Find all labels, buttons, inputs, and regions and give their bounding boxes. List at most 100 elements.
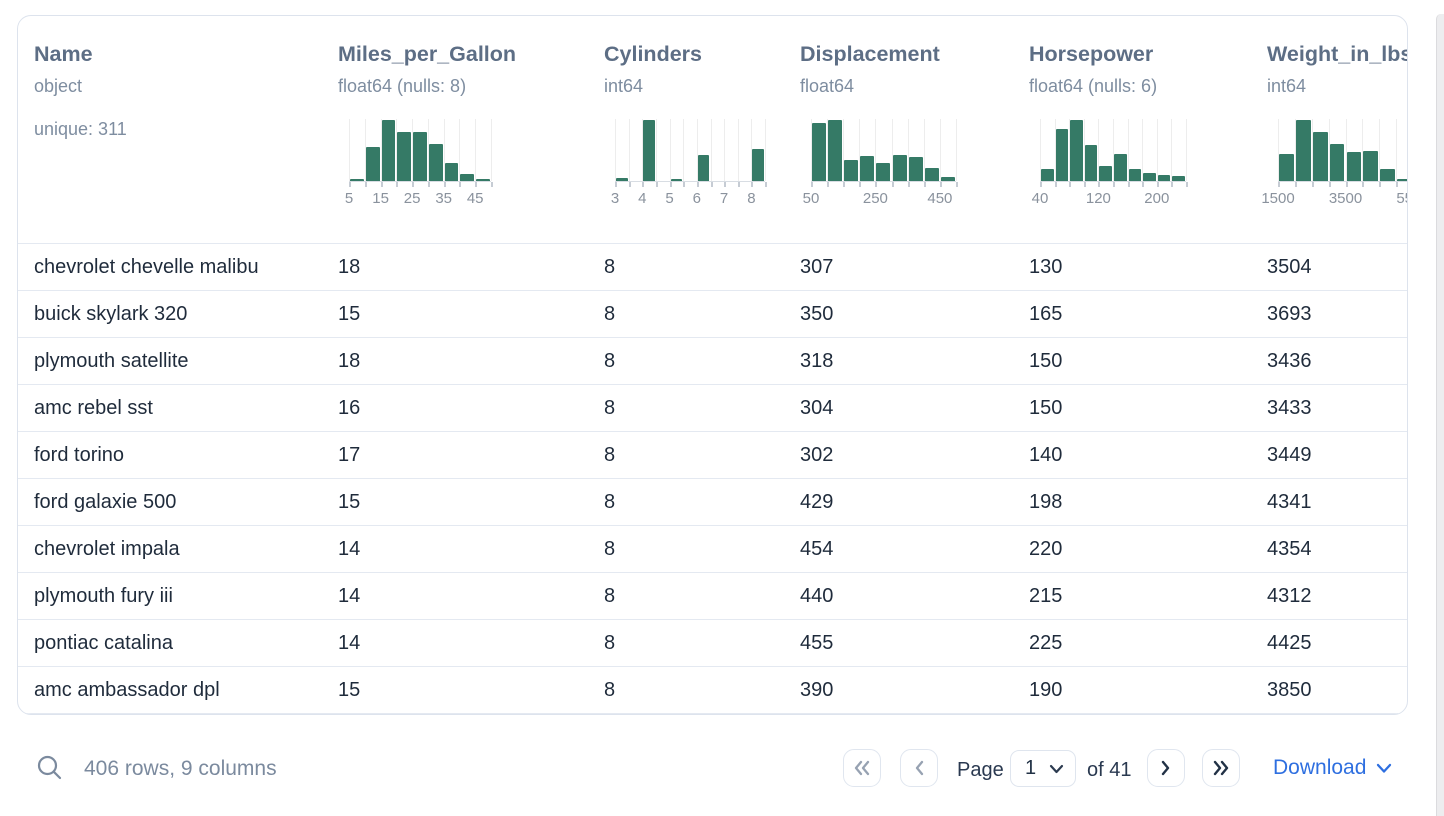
cell: 225 (1029, 632, 1063, 654)
cell: 3433 (1267, 397, 1312, 419)
histogram-displacement[interactable]: 50 250 450 (803, 119, 1013, 207)
cell: 8 (604, 303, 616, 325)
table-row: chevrolet chevelle malibu 18 8 307 130 3504 (18, 244, 1407, 291)
table-row: amc rebel sst 16 8 304 150 3433 (18, 385, 1407, 432)
page-total-label: of 41 (1087, 759, 1132, 781)
cell: 3850 (1267, 679, 1312, 701)
cell: plymouth satellite (34, 350, 189, 372)
table-row: ford torino 17 8 302 140 3449 (18, 432, 1407, 479)
cell: 440 (800, 585, 834, 607)
cell: 150 (1029, 350, 1063, 372)
column-title: Horsepower (1029, 42, 1154, 66)
cell: 8 (604, 538, 616, 560)
cell: 302 (800, 444, 834, 466)
cell: ford galaxie 500 (34, 491, 177, 513)
cell: 3693 (1267, 303, 1312, 325)
column-title: Miles_per_Gallon (338, 42, 517, 66)
chevron-right-icon (1161, 760, 1170, 776)
column-title: Name (34, 42, 93, 66)
cell: 307 (800, 256, 834, 278)
cell: 4312 (1267, 585, 1312, 607)
cell: 18 (338, 256, 361, 278)
cell: 18 (338, 350, 361, 372)
cell: 14 (338, 632, 361, 654)
chevron-down-icon (1377, 763, 1392, 773)
cell: 8 (604, 585, 616, 607)
cell: plymouth fury iii (34, 585, 173, 607)
page-select[interactable]: 1 (1010, 750, 1076, 787)
page-label: Page (957, 759, 1004, 781)
cell: 350 (800, 303, 834, 325)
column-title: Weight_in_lbs (1267, 42, 1408, 66)
cell: 8 (604, 679, 616, 701)
histogram-weight-in-lbs[interactable]: 150035005500 (1261, 119, 1407, 207)
cell: amc ambassador dpl (34, 679, 220, 701)
last-page-button[interactable] (1202, 749, 1240, 787)
cell: 318 (800, 350, 834, 372)
cell: 215 (1029, 585, 1063, 607)
table-header: Name object unique: 311 Miles_per_Gallon… (18, 16, 1407, 244)
cell: 198 (1029, 491, 1063, 513)
cell: 3449 (1267, 444, 1312, 466)
cell: 15 (338, 679, 361, 701)
chevron-left-icon (915, 760, 924, 776)
table-row: buick skylark 320 15 8 350 165 3693 (18, 291, 1407, 338)
column-type: float64 (nulls: 8) (338, 76, 467, 96)
table-row: plymouth fury iii 14 8 440 215 4312 (18, 573, 1407, 620)
cell: 130 (1029, 256, 1063, 278)
column-header-weight-in-lbs[interactable]: Weight_in_lbs int64 150035005500 (1251, 16, 1408, 243)
column-type: object (34, 76, 83, 96)
histogram-horsepower[interactable]: 40 120 200 (1032, 119, 1251, 207)
cell: chevrolet impala (34, 538, 180, 560)
column-type: float64 (nulls: 6) (1029, 76, 1158, 96)
cell: 140 (1029, 444, 1063, 466)
cell: 8 (604, 350, 616, 372)
table-row: amc ambassador dpl 15 8 390 190 3850 (18, 667, 1407, 714)
row-column-count: 406 rows, 9 columns (84, 757, 277, 780)
cell: 17 (338, 444, 361, 466)
vertical-scrollbar[interactable] (1436, 14, 1444, 816)
page-select-value: 1 (1025, 757, 1037, 779)
chevrons-left-icon (854, 760, 870, 776)
previous-page-button[interactable] (900, 749, 938, 787)
cell: 8 (604, 491, 616, 513)
cell: 4341 (1267, 491, 1312, 513)
cell: 8 (604, 256, 616, 278)
column-type: float64 (800, 76, 855, 96)
column-unique-count: unique: 311 (34, 119, 127, 139)
cell: 454 (800, 538, 834, 560)
column-header-horsepower[interactable]: Horsepower float64 (nulls: 6) 40 120 200 (1013, 16, 1251, 243)
table-row: pontiac catalina 14 8 455 225 4425 (18, 620, 1407, 667)
download-button[interactable]: Download (1273, 756, 1392, 780)
column-header-name[interactable]: Name object unique: 311 (18, 16, 322, 243)
chevrons-right-icon (1213, 760, 1229, 776)
cell: 16 (338, 397, 361, 419)
cell: 3436 (1267, 350, 1312, 372)
column-title: Cylinders (604, 42, 702, 66)
column-type: int64 (604, 76, 644, 96)
cell: 304 (800, 397, 834, 419)
search-icon[interactable] (36, 754, 63, 781)
cell: 3504 (1267, 256, 1312, 278)
cell: amc rebel sst (34, 397, 153, 419)
histogram-miles-per-gallon[interactable]: 5 15 25 35 45 (345, 119, 588, 207)
data-table-card: Name object unique: 311 Miles_per_Gallon… (17, 15, 1408, 715)
column-type: int64 (1267, 76, 1307, 96)
cell: 15 (338, 303, 361, 325)
first-page-button[interactable] (843, 749, 881, 787)
cell: 390 (800, 679, 834, 701)
next-page-button[interactable] (1147, 749, 1185, 787)
column-header-displacement[interactable]: Displacement float64 50 250 450 (784, 16, 1013, 243)
download-label: Download (1273, 756, 1367, 779)
cell: ford torino (34, 444, 125, 466)
table-row: plymouth satellite 18 8 318 150 3436 (18, 338, 1407, 385)
table-body: chevrolet chevelle malibu 18 8 307 130 3504 bu… (18, 244, 1407, 714)
cell: 8 (604, 444, 616, 466)
cell: 14 (338, 538, 361, 560)
cell: pontiac catalina (34, 632, 173, 654)
table-row: ford galaxie 500 15 8 429 198 4341 (18, 479, 1407, 526)
column-header-miles-per-gallon[interactable]: Miles_per_Gallon float64 (nulls: 8) 5 15 2… (322, 16, 588, 243)
cell: 15 (338, 491, 361, 513)
